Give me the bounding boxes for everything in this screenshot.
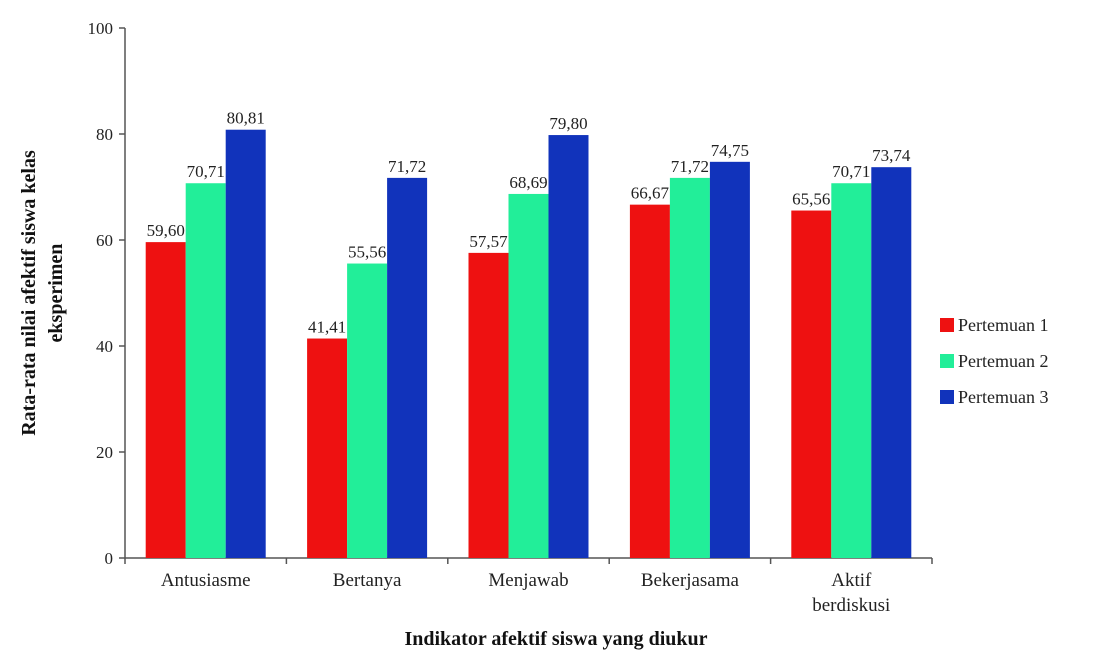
data-label: 73,74	[872, 146, 911, 165]
data-label: 70,71	[187, 162, 225, 181]
bar	[469, 253, 509, 558]
bar	[307, 339, 347, 558]
y-axis-title-line: Rata-rata nilai afektif siswa kelas	[18, 150, 40, 436]
bar	[630, 205, 670, 558]
x-tick-label: Bekerjasama	[641, 570, 740, 591]
x-tick-label: berdiskusi	[812, 595, 890, 616]
bar	[146, 242, 186, 558]
x-tick-label: Aktif	[831, 570, 872, 591]
data-label: 70,71	[832, 162, 870, 181]
x-axis-title: Indikator afektif siswa yang diukur	[404, 628, 707, 650]
y-axis-title: Rata-rata nilai afektif siswa kelas ekspe…	[18, 150, 67, 436]
legend-label: Pertemuan 1	[958, 315, 1048, 335]
y-tick-label: 80	[96, 125, 113, 144]
x-tick-label: Antusiasme	[161, 570, 251, 591]
data-label: 41,41	[308, 318, 346, 337]
bar	[509, 194, 549, 558]
bar	[670, 178, 710, 558]
data-label: 68,69	[509, 173, 547, 192]
data-label: 71,72	[388, 157, 426, 176]
data-label: 80,81	[227, 109, 265, 128]
y-tick-label: 0	[105, 549, 114, 568]
legend-swatch	[940, 318, 954, 332]
bar	[549, 135, 589, 558]
bar	[186, 183, 226, 558]
bar	[831, 183, 871, 558]
legend-swatch	[940, 354, 954, 368]
x-tick-label: Menjawab	[488, 570, 568, 591]
x-tick-label: Bertanya	[333, 570, 402, 591]
data-label: 55,56	[348, 243, 386, 262]
bar	[791, 211, 831, 558]
data-label: 66,67	[631, 184, 670, 203]
y-tick-label: 40	[96, 337, 113, 356]
data-label: 79,80	[549, 114, 587, 133]
y-tick-label: 100	[88, 19, 114, 38]
bar	[226, 130, 266, 558]
bar	[387, 178, 427, 558]
data-label: 74,75	[711, 141, 749, 160]
data-label: 65,56	[792, 190, 830, 209]
data-label: 59,60	[147, 221, 185, 240]
y-axis-title-line: eksperimen	[45, 244, 67, 343]
legend-swatch	[940, 390, 954, 404]
data-label: 71,72	[671, 157, 709, 176]
bar	[871, 167, 911, 558]
bar	[347, 264, 387, 558]
y-tick-label: 60	[96, 231, 113, 250]
y-tick-label: 20	[96, 443, 113, 462]
legend: Pertemuan 1 Pertemuan 2 Pertemuan 3	[940, 315, 1048, 407]
data-label: 57,57	[469, 232, 508, 251]
bar	[710, 162, 750, 558]
legend-label: Pertemuan 3	[958, 387, 1048, 407]
legend-label: Pertemuan 2	[958, 351, 1048, 371]
